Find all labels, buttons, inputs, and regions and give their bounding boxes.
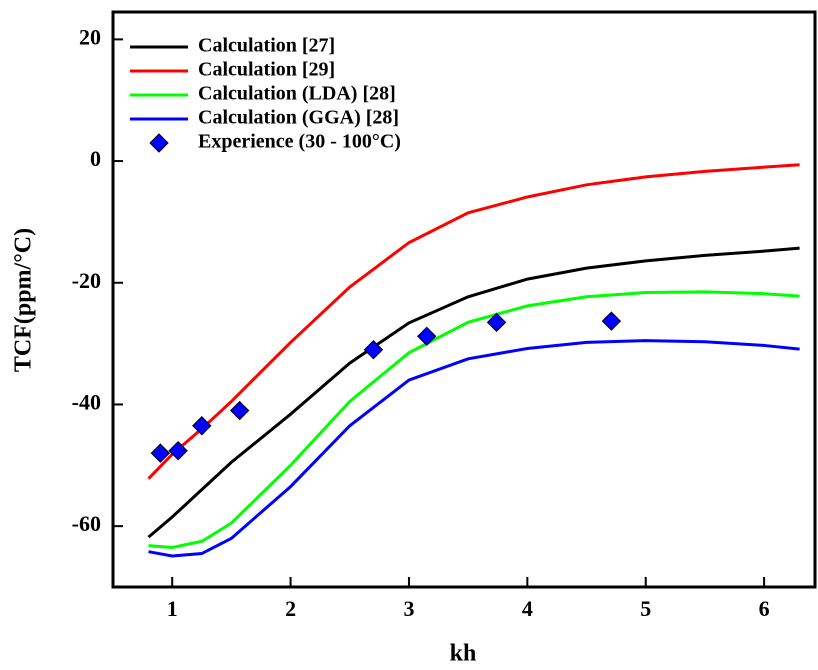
x-tick-label: 3 [403,596,414,621]
plot-frame [111,10,817,589]
series-line [147,246,800,539]
y-tick-label: -20 [72,268,101,293]
data-point [363,339,384,360]
legend-label: Calculation [27] [198,35,335,57]
y-tick-label: -60 [72,511,101,536]
legend-label: Calculation [29] [198,59,335,81]
y-axis-label: TCF(ppm/°C) [11,228,37,372]
x-tick-label: 4 [522,596,533,621]
x-tick-label: 2 [285,596,296,621]
x-tick-label: 1 [167,596,178,621]
x-axis-label: kh [450,641,477,667]
x-tick-label: 6 [759,596,770,621]
data-point [229,400,250,421]
data-point [168,440,188,461]
series-line [148,339,800,558]
y-tick-label: 0 [90,146,101,171]
legend-swatch [149,133,169,153]
legend-label: Calculation (LDA) [28] [198,83,396,105]
y-tick-label: 20 [79,24,101,49]
data-point [192,416,212,436]
data-point [417,326,437,347]
legend-label: Calculation (GGA) [28] [198,107,399,129]
y-tick-label: -40 [72,390,101,415]
data-point [601,311,622,331]
series-line [148,290,800,549]
data-point [486,312,507,333]
x-tick-label: 5 [640,596,651,621]
legend-label: Experience (30 - 100°C) [198,131,401,153]
data-point [150,443,171,463]
